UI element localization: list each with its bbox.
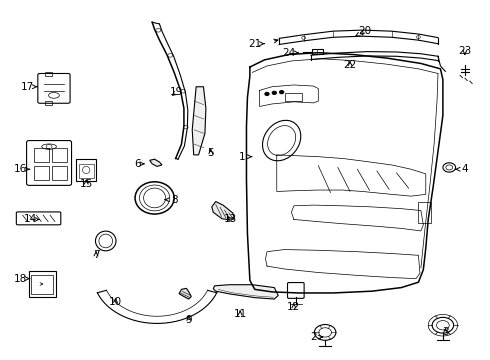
Text: 13: 13: [224, 215, 237, 224]
Circle shape: [265, 93, 269, 95]
Text: 14: 14: [24, 215, 40, 224]
Bar: [418, 202, 431, 223]
Bar: [79, 164, 94, 178]
Text: 3: 3: [442, 327, 449, 337]
Text: 6: 6: [134, 159, 144, 169]
Text: 2: 2: [310, 332, 322, 342]
Text: 17: 17: [21, 82, 37, 92]
Text: 11: 11: [234, 310, 247, 319]
Text: 24: 24: [282, 48, 298, 58]
Text: 16: 16: [14, 164, 30, 174]
Polygon shape: [179, 288, 191, 299]
Circle shape: [280, 91, 284, 94]
Polygon shape: [212, 202, 234, 220]
Text: 20: 20: [355, 26, 371, 36]
Bar: [52, 166, 67, 180]
Text: 4: 4: [456, 164, 468, 174]
Bar: [34, 166, 49, 180]
Polygon shape: [192, 87, 206, 155]
Bar: [31, 275, 53, 294]
Text: 18: 18: [14, 274, 30, 284]
Bar: [285, 93, 302, 101]
Text: 15: 15: [79, 179, 93, 189]
Polygon shape: [150, 159, 162, 166]
Text: 22: 22: [343, 60, 357, 70]
Bar: [76, 159, 96, 181]
Text: 1: 1: [239, 152, 251, 162]
Text: 23: 23: [458, 46, 471, 56]
Circle shape: [360, 32, 364, 35]
Text: 9: 9: [186, 315, 192, 325]
Bar: [313, 49, 323, 54]
Text: 12: 12: [287, 302, 300, 312]
Text: 21: 21: [248, 39, 264, 49]
Text: 5: 5: [207, 148, 214, 158]
Text: 7: 7: [93, 250, 99, 260]
Text: 19: 19: [170, 87, 183, 97]
Circle shape: [416, 36, 420, 39]
Bar: [45, 72, 52, 76]
Bar: [52, 148, 67, 162]
Bar: [29, 271, 56, 297]
Polygon shape: [213, 285, 278, 299]
Bar: [34, 148, 49, 162]
Text: 8: 8: [165, 195, 177, 205]
Circle shape: [302, 36, 306, 39]
Text: 10: 10: [109, 297, 122, 307]
Circle shape: [272, 91, 276, 94]
Bar: [45, 101, 52, 105]
